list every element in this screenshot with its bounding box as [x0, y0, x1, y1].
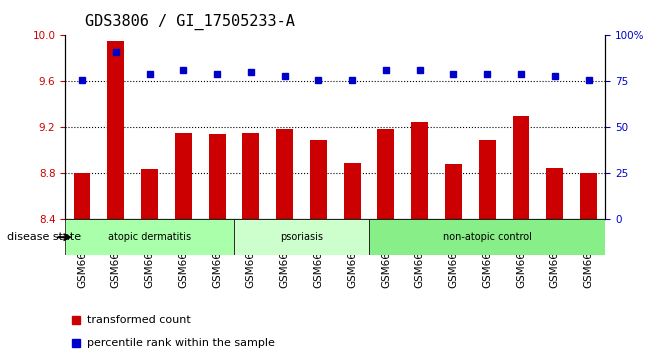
Bar — [546, 168, 563, 219]
Bar — [344, 163, 361, 219]
Bar — [242, 133, 259, 219]
Bar — [208, 134, 225, 219]
Text: non-atopic control: non-atopic control — [443, 232, 532, 242]
Bar — [478, 140, 495, 219]
Bar — [175, 133, 192, 219]
Bar — [445, 164, 462, 219]
Bar — [310, 140, 327, 219]
Bar — [107, 41, 124, 219]
FancyBboxPatch shape — [369, 219, 605, 255]
Text: psoriasis: psoriasis — [280, 232, 323, 242]
Text: GDS3806 / GI_17505233-A: GDS3806 / GI_17505233-A — [85, 14, 294, 30]
FancyBboxPatch shape — [234, 219, 369, 255]
Text: percentile rank within the sample: percentile rank within the sample — [87, 338, 275, 348]
Bar — [378, 129, 395, 219]
Bar — [141, 169, 158, 219]
Text: disease state: disease state — [7, 232, 81, 242]
Bar — [512, 116, 529, 219]
Bar — [580, 173, 597, 219]
Bar — [74, 173, 90, 219]
Text: transformed count: transformed count — [87, 315, 191, 325]
Bar — [411, 122, 428, 219]
Text: atopic dermatitis: atopic dermatitis — [108, 232, 191, 242]
FancyBboxPatch shape — [65, 219, 234, 255]
Bar — [276, 129, 293, 219]
